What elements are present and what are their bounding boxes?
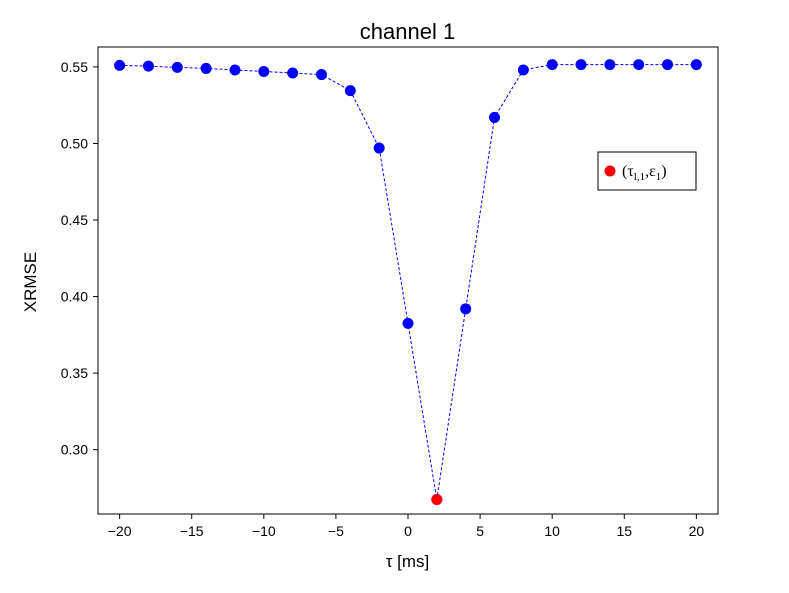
data-point	[402, 317, 414, 329]
data-point	[575, 59, 587, 71]
data-point	[315, 69, 327, 81]
data-point	[489, 111, 501, 123]
series-line	[119, 64, 697, 500]
data-point	[546, 59, 558, 71]
x-tick-label: 20	[689, 523, 705, 539]
y-tick-label: 0.35	[61, 365, 88, 381]
plot-area: −20 −15 −10 −5 0 5 10 15 20 0.30 0.35 0.40 0.45 0.50 0…	[61, 46, 719, 539]
data-point	[460, 303, 472, 315]
x-tick-label: −20	[108, 523, 132, 539]
y-axis-label: XRMSE	[21, 252, 40, 312]
data-point	[690, 59, 702, 71]
minimum-point	[431, 493, 443, 505]
data-point	[114, 59, 126, 71]
legend-box	[597, 151, 697, 191]
x-tick-label: 0	[404, 523, 412, 539]
x-tick-label: 10	[544, 523, 560, 539]
chart-title: channel 1	[360, 19, 455, 44]
data-point	[287, 67, 299, 79]
y-tick-label: 0.55	[61, 59, 88, 75]
x-tick-label: −10	[252, 523, 276, 539]
legend-marker	[604, 165, 616, 177]
data-point	[662, 59, 674, 71]
data-point	[142, 60, 154, 72]
data-point	[171, 61, 183, 73]
x-tick-label: −15	[180, 523, 204, 539]
x-tick-label: 15	[616, 523, 632, 539]
y-tick-label: 0.45	[61, 212, 88, 228]
x-tick-label: 5	[476, 523, 484, 539]
data-point	[344, 85, 356, 97]
legend-label: (τl,1,ε1)	[622, 163, 667, 183]
data-point	[604, 59, 616, 71]
data-point	[373, 142, 385, 154]
x-tick-label: −5	[328, 523, 344, 539]
data-point	[200, 62, 212, 74]
x-axis-label: τ [ms]	[386, 552, 430, 571]
plot-frame	[97, 46, 719, 515]
data-point	[633, 59, 645, 71]
y-tick-label: 0.50	[61, 135, 88, 151]
legend: (τl,1,ε1)	[597, 151, 697, 191]
data-point	[229, 64, 241, 76]
y-tick-label: 0.30	[61, 442, 88, 458]
data-point	[517, 64, 529, 76]
data-point	[258, 65, 270, 77]
y-tick-label: 0.40	[61, 289, 88, 305]
